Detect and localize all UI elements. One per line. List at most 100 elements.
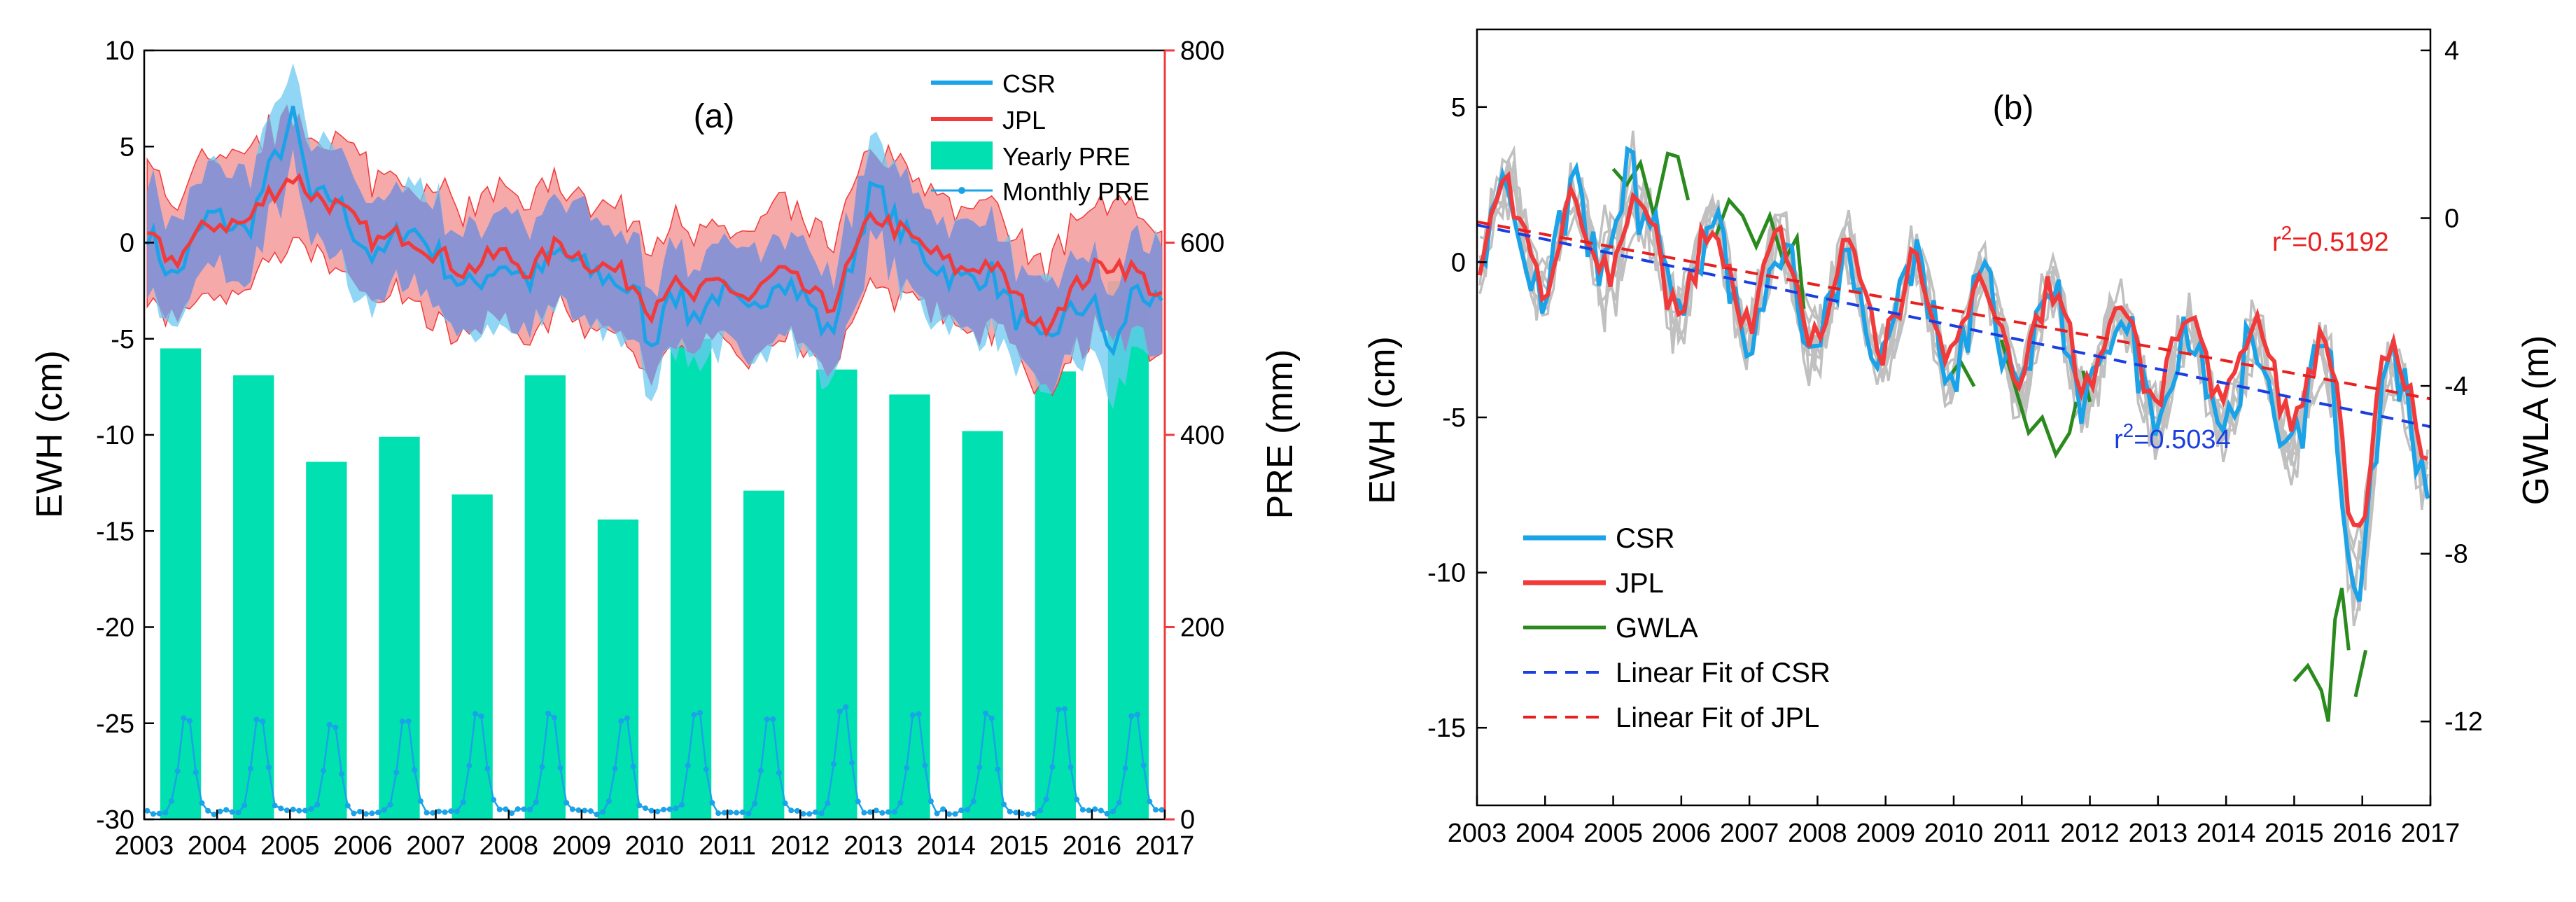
panel-a-right-tick-label: 200 [1180,613,1224,643]
monthly-pre-point [679,802,685,808]
monthly-pre-point [1013,810,1019,816]
monthly-pre-point [970,798,976,805]
monthly-pre-point [460,799,466,805]
monthly-pre-point [265,764,272,770]
fit-csr-line [1476,223,2431,429]
monthly-pre-point [752,800,758,807]
monthly-pre-point [946,811,952,817]
panel-b-x-tick-label: 2011 [1993,819,2050,848]
monthly-pre-point [472,711,478,717]
monthly-pre-point [940,806,946,812]
monthly-pre-point [308,806,314,812]
panel-b-y-axis-label: EWH (cm) [1362,336,1403,504]
panel-b-x-tick-label: 2016 [2332,819,2392,848]
panel-b-x-tick-label: 2008 [1788,819,1847,848]
monthly-pre-point [642,805,648,812]
legend-b-label-fit-jpl: Linear Fit of JPL [1616,702,1819,733]
monthly-pre-point [181,715,187,721]
legend-marker-monthly-pre [958,187,965,194]
panel-b-x-tick-label: 2003 [1448,819,1507,848]
monthly-pre-point [879,810,886,816]
monthly-pre-point [855,798,861,805]
monthly-pre-point [156,810,162,817]
monthly-pre-point [825,800,831,806]
monthly-pre-point [448,808,454,814]
panel-b-x-tick-label: 2009 [1856,819,1915,848]
monthly-pre-point [381,807,387,813]
monthly-pre-point [776,770,782,776]
panel-b-y-tick-label: -5 [1442,403,1466,433]
panel-a-x-tick-label: 2008 [479,831,538,861]
monthly-pre-point [922,763,928,769]
monthly-pre-point [302,807,308,814]
monthly-pre-point [709,800,715,806]
monthly-pre-point [764,716,770,723]
panel-a-y-tick-label: 5 [120,132,134,162]
monthly-pre-point [600,809,606,815]
panel-a-x-tick-label: 2016 [1063,831,1122,861]
monthly-pre-point [1031,810,1037,817]
monthly-pre-point [624,715,630,721]
monthly-pre-point [891,809,897,815]
monthly-pre-point [412,767,418,773]
monthly-pre-point [533,799,539,805]
monthly-pre-point [369,810,375,817]
monthly-pre-point [721,810,727,816]
monthly-pre-point [904,765,910,771]
monthly-pre-point [594,812,600,818]
monthly-pre-point [278,805,284,812]
monthly-pre-point [393,769,400,775]
annotation-r2-jpl-value: =0.5192 [2292,228,2388,257]
panel-a-right-tick-label: 0 [1180,805,1195,835]
gwla-line [1999,339,2078,459]
monthly-pre-point [587,808,594,814]
monthly-pre-point [314,801,321,807]
monthly-pre-point [958,807,965,814]
monthly-pre-point [253,716,260,723]
monthly-pre-point [296,807,302,814]
gwla-line [1714,196,1806,310]
monthly-pre-point [557,765,564,771]
jpl-line [147,172,1163,338]
panel-a: 2003 2004 2005 2006 2007 2008 2009 2010 2011 2012… [29,36,1301,861]
annotation-r2-jpl-base: r [2272,228,2281,257]
panel-b-y-tick-label: -10 [1427,559,1466,588]
monthly-pre-point [454,808,460,814]
panel-b-y-tick-label: 0 [1451,248,1466,277]
monthly-pre-point [1007,808,1013,814]
monthly-pre-point [430,810,436,816]
monthly-pre-point [332,724,339,730]
monthly-pre-point [435,808,442,814]
monthly-pre-point [806,811,813,817]
panel-a-x-tick-label: 2010 [625,831,685,861]
panel-b-right-tick-label: 0 [2444,204,2459,234]
panel-a-x-tick-label: 2013 [844,831,903,861]
monthly-pre-point [223,807,230,813]
monthly-pre-point [861,810,867,816]
panel-a-right-axis-label: PRE (mm) [1260,349,1301,520]
annotation-r2-jpl-exp: 2 [2281,222,2292,244]
panel-a-x-tick-label: 2014 [916,831,976,861]
monthly-pre-point [1128,713,1135,719]
monthly-pre-point [757,768,764,774]
panel-b-x-tick-label: 2006 [1652,819,1712,848]
monthly-pre-point [247,765,253,772]
monthly-pre-point [484,765,491,772]
panel-b-plot-area [1476,130,2431,722]
panel-a-y-tick-label: 0 [120,229,134,258]
monthly-pre-point [1068,764,1074,770]
monthly-pre-point [654,808,661,814]
monthly-pre-point [569,806,575,812]
panel-a-y-tick-label: 10 [105,36,134,66]
monthly-pre-point [150,811,157,817]
monthly-pre-point [187,718,193,724]
panel-b-x-tick-label: 2013 [2129,819,2188,848]
panel-b-x-tick-label: 2007 [1720,819,1779,848]
panel-b-x-tick-label: 2010 [1924,819,1984,848]
monthly-pre-point [217,808,223,814]
monthly-pre-point [1056,707,1062,713]
monthly-pre-point [849,760,855,766]
panel-b-right-tick-label: -12 [2444,707,2483,737]
panel-b-x-tick-label: 2005 [1583,819,1643,848]
monthly-pre-point [782,800,788,807]
